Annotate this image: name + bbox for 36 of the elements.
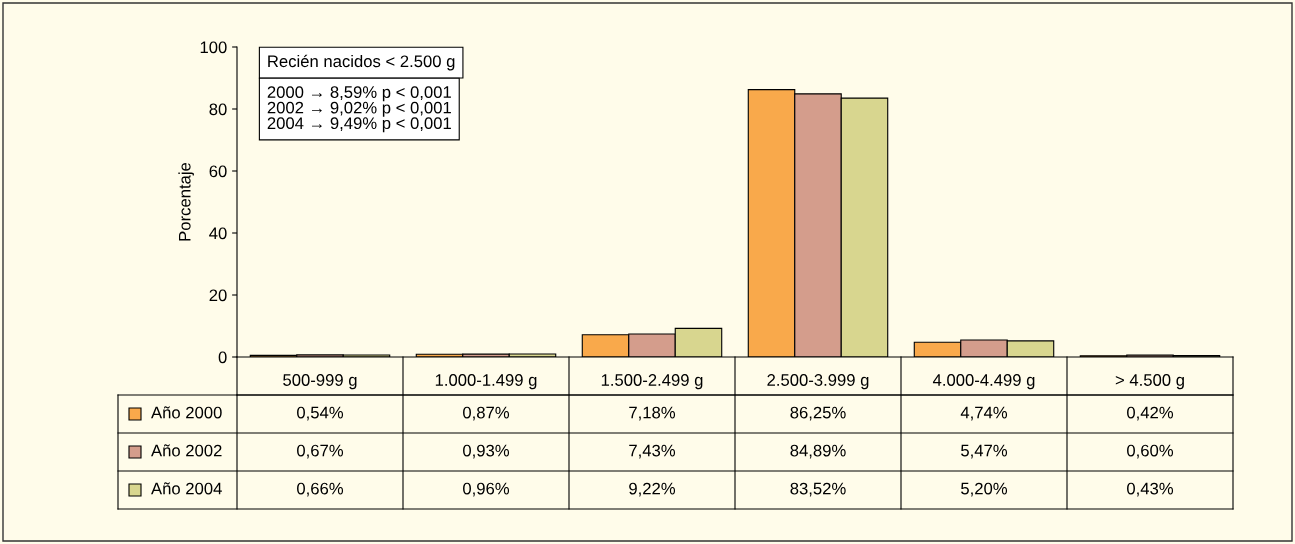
y-tick-label: 40 [209, 227, 227, 240]
data-label: 0,96% [463, 482, 510, 497]
data-label: 86,25% [790, 406, 846, 421]
data-label: 0,54% [297, 406, 344, 421]
y-tick-label: 80 [209, 103, 227, 116]
legend-label: Año 2004 [151, 482, 222, 495]
data-label: 0,87% [463, 406, 510, 421]
data-label: 84,89% [790, 444, 846, 459]
data-label: 4,74% [960, 406, 1008, 421]
data-label: 0,67% [297, 444, 344, 459]
data-label: 9,22% [629, 482, 676, 497]
y-tick-label: 100 [200, 41, 227, 54]
data-label: 0,93% [463, 444, 510, 459]
x-tick-label: 500-999 g [283, 374, 357, 390]
data-label: 0,43% [1127, 482, 1174, 497]
y-tick-label: 60 [209, 165, 227, 178]
data-label: 83,52% [790, 482, 846, 497]
y-tick-label: 0 [218, 351, 227, 364]
data-label: 0,66% [297, 482, 344, 497]
x-tick-label: 2.500-3.999 g [767, 374, 869, 390]
x-tick-label: 4.000-4.499 g [932, 374, 1035, 390]
y-axis-title: Porcentaje [178, 162, 194, 241]
x-tick-label: 1.000-1.499 g [435, 374, 537, 390]
x-tick-label: 1.500-2.499 g [601, 374, 703, 390]
data-label: 0,42% [1127, 406, 1174, 421]
data-label: 7,18% [629, 406, 676, 421]
data-label: 7,43% [629, 444, 676, 459]
data-label: 5,20% [961, 482, 1008, 497]
annotation: Recién nacidos < 2.500 g [268, 54, 455, 71]
legend-label: Año 2000 [151, 406, 222, 419]
data-label: 5,47% [961, 444, 1008, 459]
legend-label: Año 2002 [151, 444, 222, 457]
y-tick-label: 20 [209, 289, 227, 302]
data-label: 0,60% [1127, 444, 1174, 459]
annotation: 2000 → 8,59% p < 0,001 2002 → 9,02% p < 0,001 2004 → 9,49% p < 0,001 [267, 86, 451, 133]
x-tick-label: > 4.500 g [1115, 374, 1184, 390]
